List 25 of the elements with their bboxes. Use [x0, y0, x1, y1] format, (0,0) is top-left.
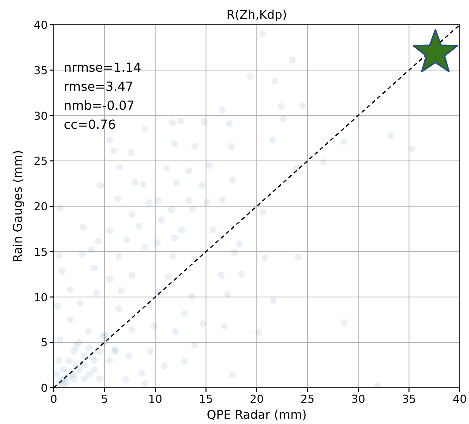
x-tick-label: 20: [250, 393, 264, 406]
y-tick-label: 25: [34, 155, 48, 168]
annotation: nrmse=1.14: [64, 60, 142, 75]
annotation: cc=0.76: [64, 117, 116, 132]
y-tick-label: 15: [34, 246, 48, 259]
x-tick-label: 30: [352, 393, 366, 406]
y-tick-label: 10: [34, 291, 48, 304]
x-tick-label: 0: [50, 393, 58, 406]
x-tick-label: 40: [453, 393, 467, 406]
y-tick-label: 40: [34, 19, 48, 32]
y-tick-label: 20: [34, 200, 48, 214]
x-axis-title: QPE Radar (mm): [207, 408, 307, 422]
x-tick-label: 10: [148, 393, 162, 406]
x-tick-label: 35: [402, 393, 416, 406]
chart-title: R(Zh,Kdp): [226, 8, 288, 22]
x-tick-label: 5: [101, 393, 108, 406]
y-tick-label: 30: [34, 110, 48, 123]
y-tick-label: 5: [41, 336, 48, 350]
x-tick-label: 15: [199, 393, 214, 406]
y-tick-label: 0: [41, 382, 48, 395]
y-tick-label: 35: [34, 64, 48, 78]
y-axis-title: Rain Gauges (mm): [11, 150, 25, 263]
annotation: nmb=-0.07: [64, 98, 135, 113]
annotation: rmse=3.47: [64, 79, 134, 94]
x-tick-label: 25: [300, 393, 315, 406]
